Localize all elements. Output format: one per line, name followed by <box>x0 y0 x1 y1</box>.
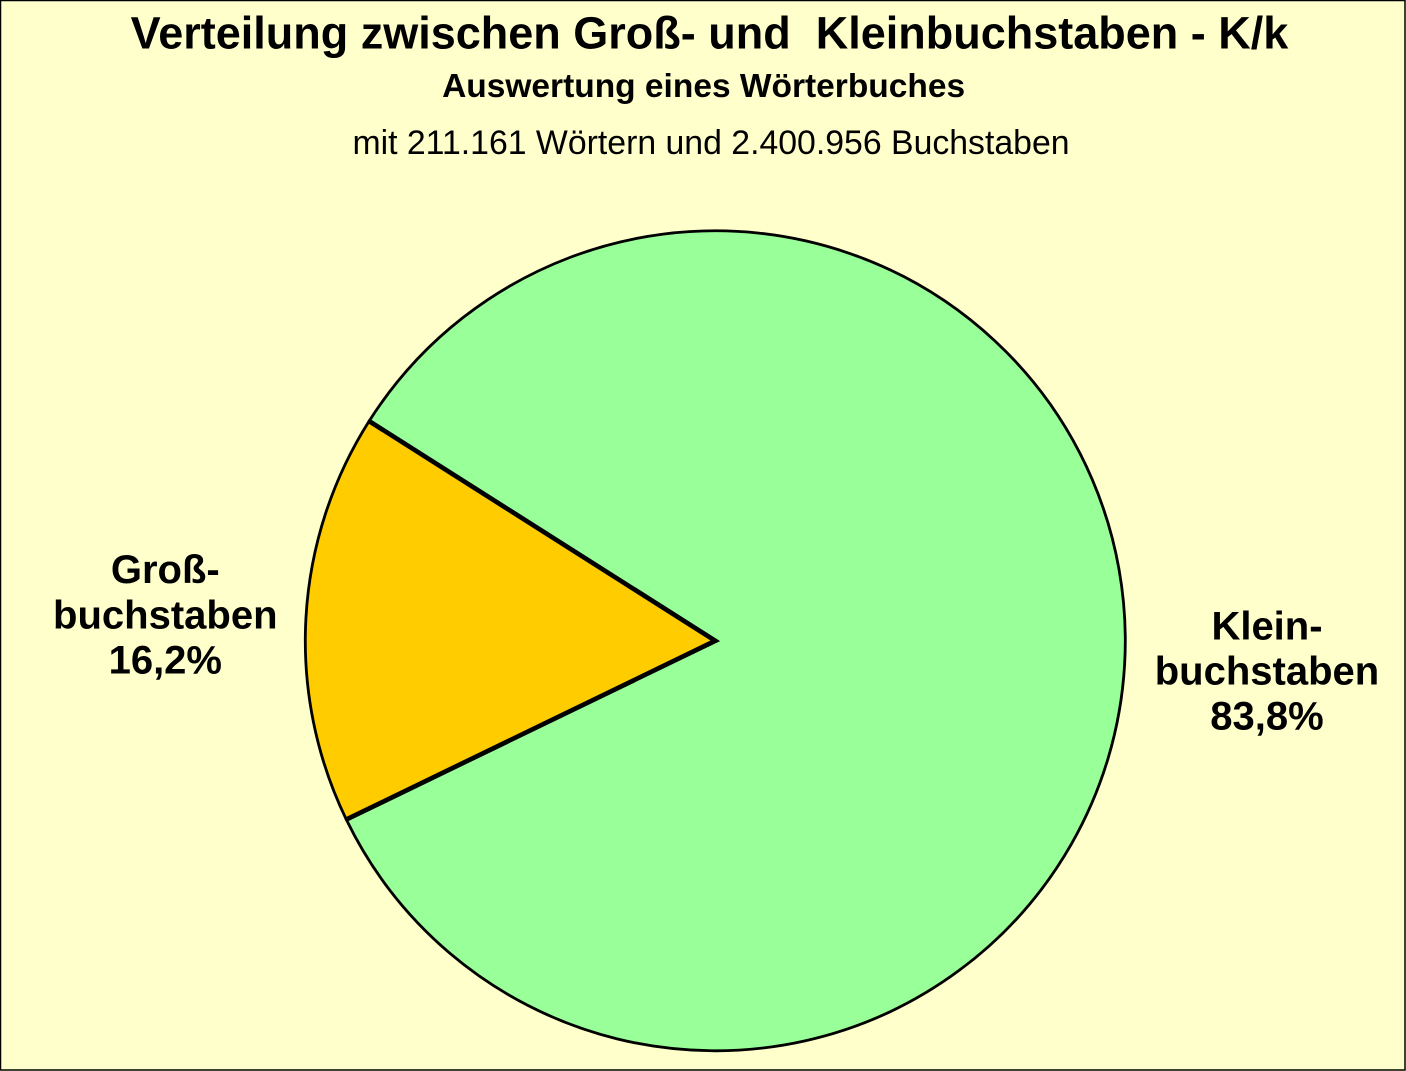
svg-text:Groß-: Groß- <box>111 548 220 592</box>
svg-text:83,8%: 83,8% <box>1210 694 1323 738</box>
svg-text:16,2%: 16,2% <box>109 639 222 683</box>
svg-text:mit 211.161 Wörtern und 2.400.: mit 211.161 Wörtern und 2.400.956 Buchst… <box>352 124 1069 162</box>
svg-text:Verteilung zwischen Groß- und: Verteilung zwischen Groß- und Kleinbuchs… <box>131 7 1290 58</box>
svg-text:Klein-: Klein- <box>1211 604 1322 648</box>
svg-text:Auswertung eines Wörterbuches: Auswertung eines Wörterbuches <box>442 68 965 105</box>
svg-text:buchstaben: buchstaben <box>53 594 277 638</box>
svg-text:buchstaben: buchstaben <box>1155 649 1379 693</box>
